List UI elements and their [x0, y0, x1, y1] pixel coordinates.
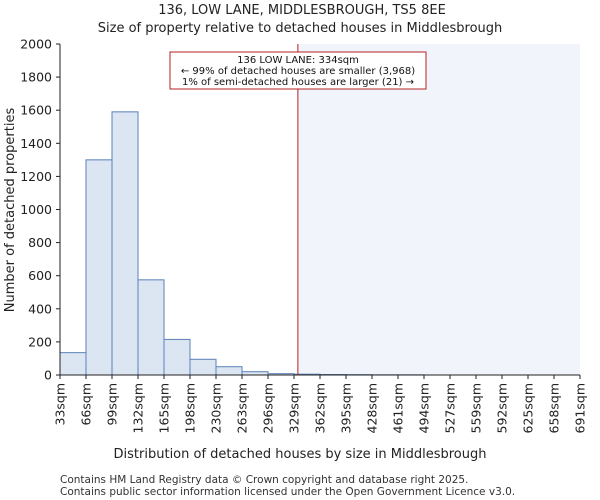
x-tick-label: 691sqm [573, 383, 588, 433]
y-tick-label: 1000 [20, 202, 52, 217]
y-tick-labels: 0 200 400 600 800 1000 1200 1400 1600 1800 2000 [20, 37, 60, 383]
x-tick-label: 395sqm [339, 383, 354, 433]
chart-subtitle: Size of property relative to detached ho… [98, 21, 503, 36]
x-tick-label: 66sqm [79, 383, 94, 426]
x-tick-label: 362sqm [313, 383, 328, 433]
x-tick-label: 296sqm [261, 383, 276, 433]
bar-33sqm [59, 352, 87, 376]
x-tick-label: 132sqm [131, 383, 146, 433]
bar-165sqm [163, 338, 191, 376]
annotation-line-1: 136 LOW LANE: 334sqm [237, 55, 359, 66]
property-marker: 136 LOW LANE: 334sqm← 99% of detached ho… [169, 44, 427, 375]
x-tick-label: 527sqm [443, 383, 458, 433]
footer-line-1: Contains HM Land Registry data © Crown c… [60, 474, 468, 486]
x-tick-label: 592sqm [495, 383, 510, 433]
y-axis-label: Number of detached properties [3, 108, 18, 313]
x-tick-label: 461sqm [391, 383, 406, 433]
larger-region-shading [297, 44, 580, 375]
x-tick-label: 99sqm [105, 383, 120, 426]
x-tick-label: 230sqm [209, 383, 224, 433]
bar-66sqm [85, 159, 113, 376]
annotation-line-2: ← 99% of detached houses are smaller (3,… [181, 66, 415, 77]
x-tick-label: 625sqm [521, 383, 536, 433]
annotation-line-3: 1% of semi-detached houses are larger (2… [182, 77, 414, 88]
y-tick-label: 800 [28, 235, 52, 250]
bars-group [59, 111, 425, 376]
y-tick-label: 600 [28, 268, 52, 283]
annotation-box [169, 51, 427, 90]
bar-132sqm [137, 279, 165, 376]
y-tick-label: 200 [28, 334, 52, 349]
y-tick-label: 400 [28, 301, 52, 316]
x-tick-label: 428sqm [365, 383, 380, 433]
bar-99sqm [111, 111, 139, 376]
x-tick-labels: 33sqm 66sqm 99sqm 132sqm 165sqm 198sqm 230sqm 2… [53, 375, 588, 433]
x-tick-label: 198sqm [183, 383, 198, 433]
x-tick-label: 33sqm [53, 383, 68, 426]
x-tick-label: 658sqm [547, 383, 562, 433]
chart-title: 136, LOW LANE, MIDDLESBROUGH, TS5 8EE [158, 3, 446, 18]
y-tick-label: 0 [44, 368, 52, 383]
x-axis-label: Distribution of detached houses by size … [114, 447, 487, 462]
bar-198sqm [189, 358, 217, 376]
x-tick-label: 329sqm [287, 383, 302, 433]
y-tick-label: 2000 [20, 37, 52, 52]
plot-area [297, 44, 580, 375]
x-tick-label: 494sqm [417, 383, 432, 433]
x-tick-label: 559sqm [469, 383, 484, 433]
y-tick-label: 1600 [20, 103, 52, 118]
y-tick-label: 1200 [20, 169, 52, 184]
y-tick-label: 1400 [20, 136, 52, 151]
x-tick-label: 263sqm [235, 383, 250, 433]
x-tick-label: 165sqm [157, 383, 172, 433]
bar-230sqm [215, 366, 243, 376]
footer-line-2: Contains public sector information licen… [60, 486, 515, 498]
y-tick-label: 1800 [20, 70, 52, 85]
